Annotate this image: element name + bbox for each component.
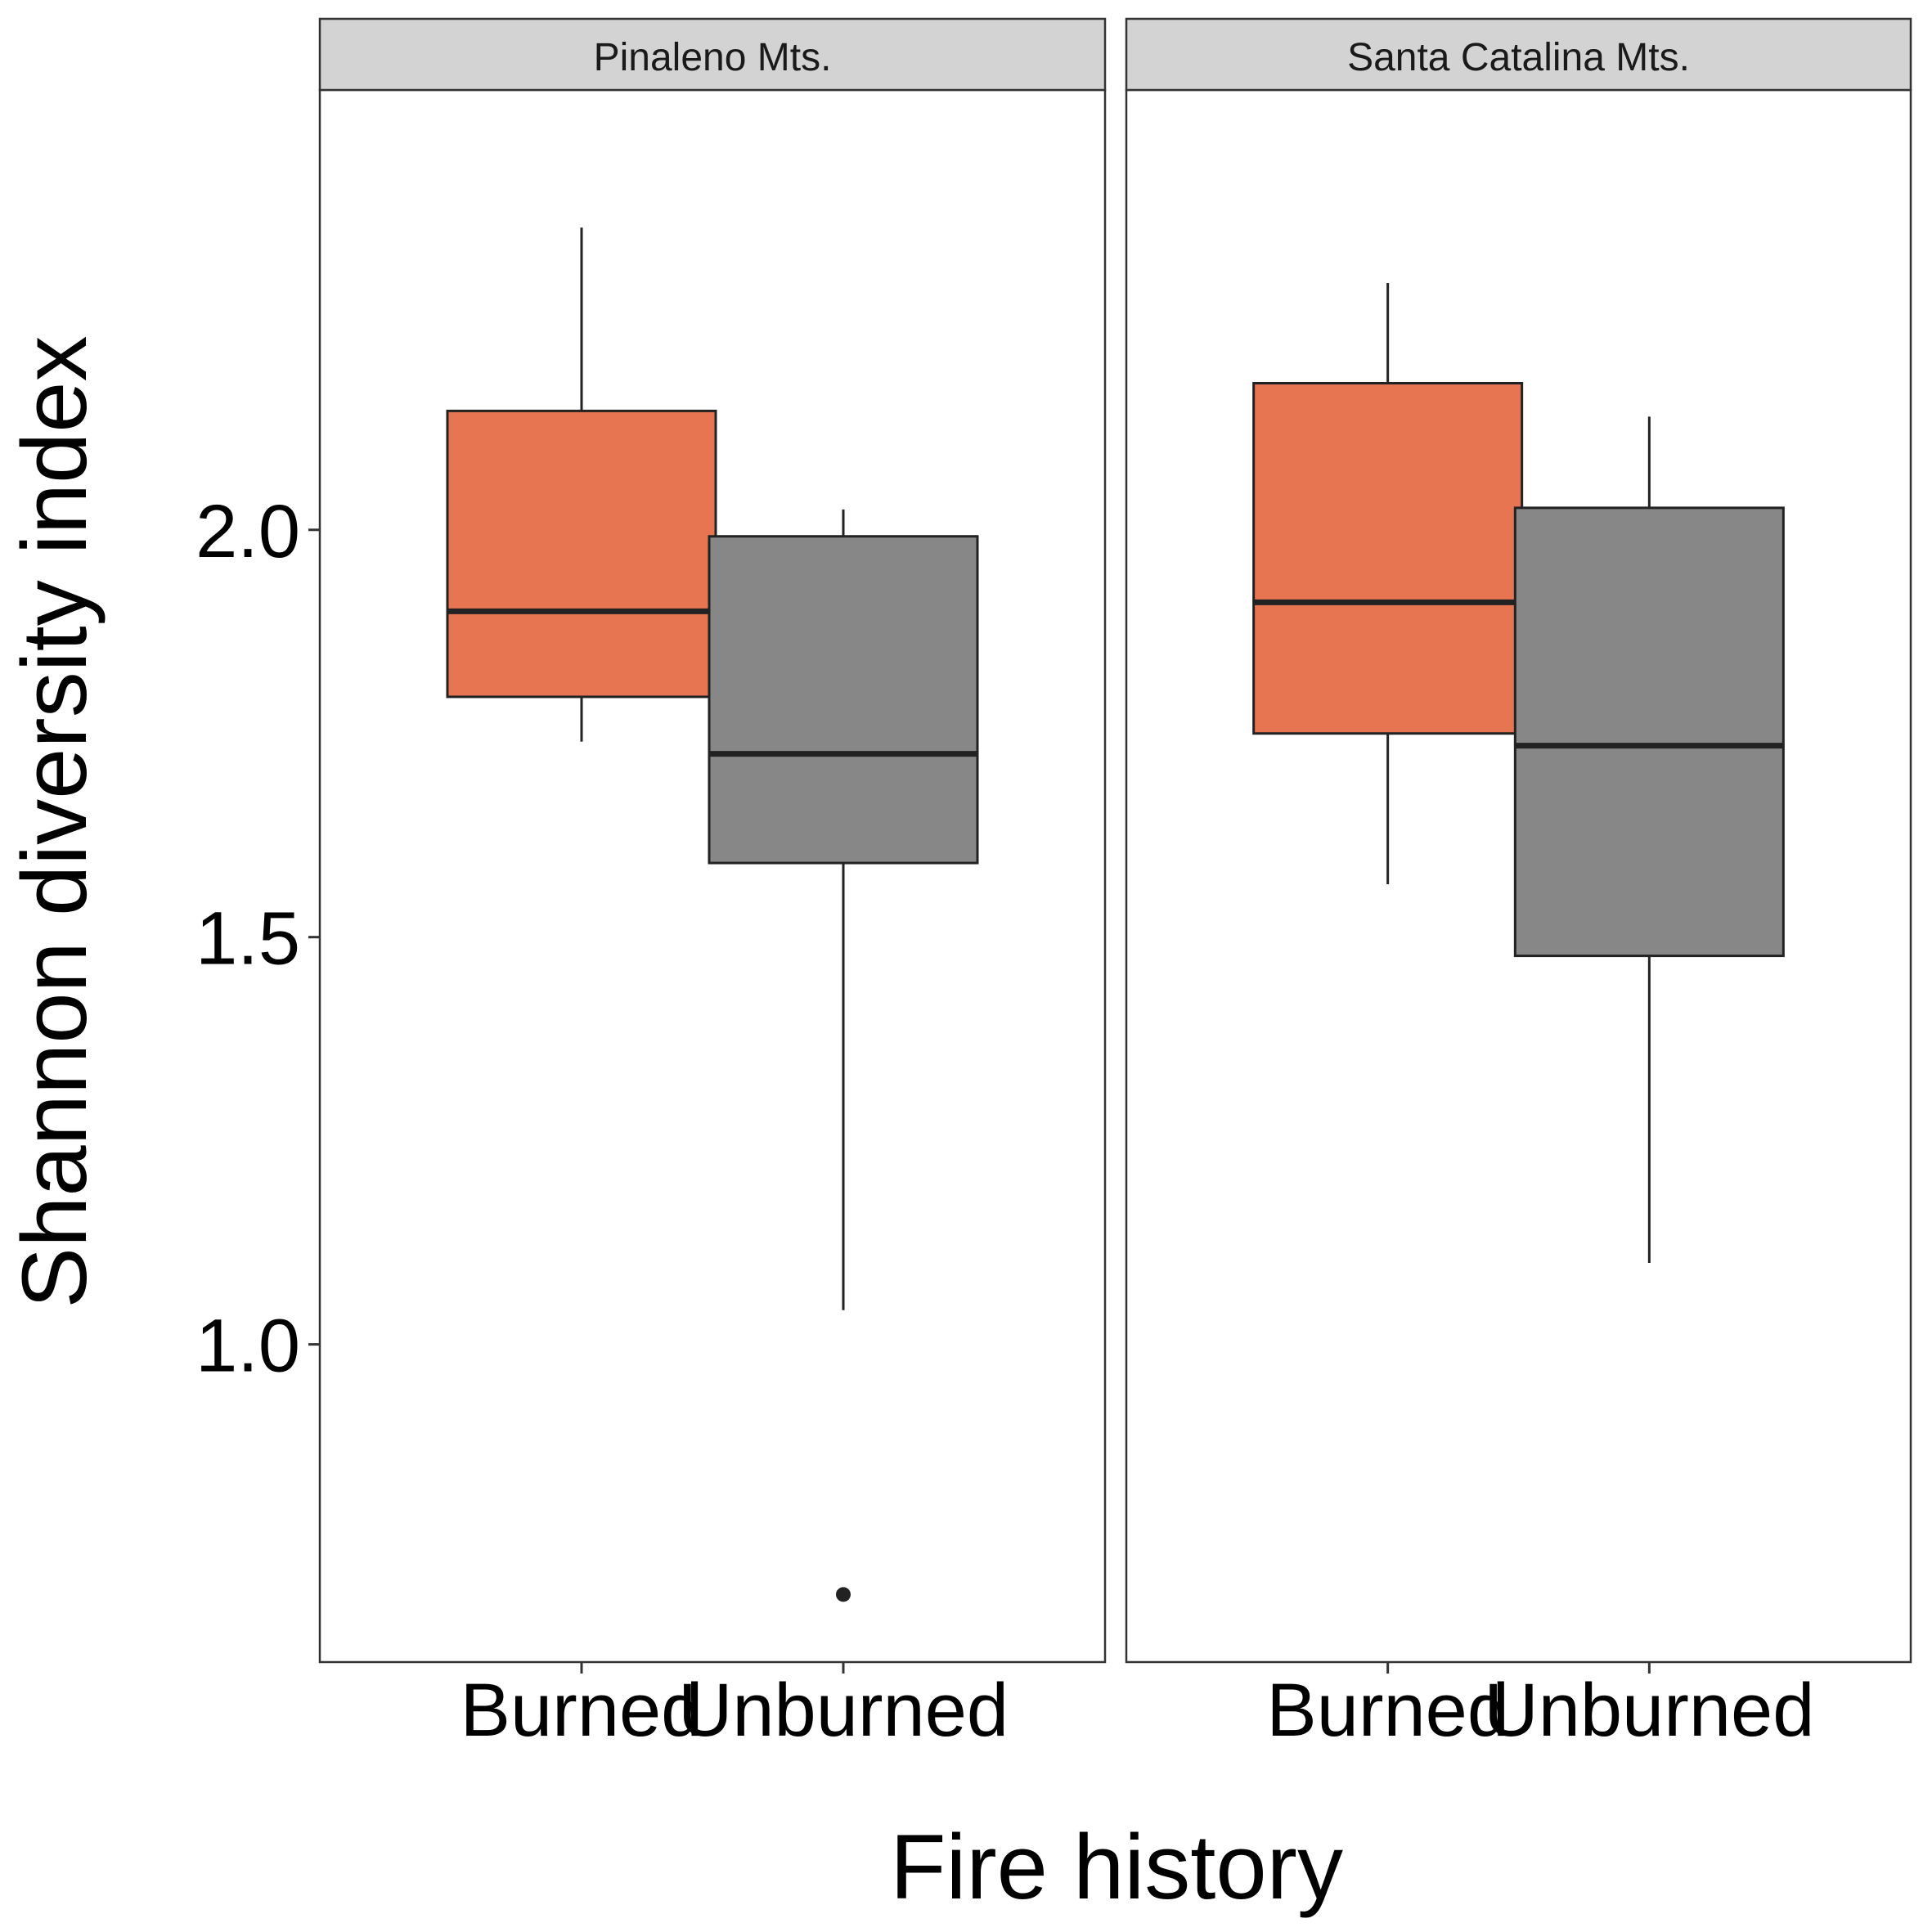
- y-axis-title: Shannon diversity index: [3, 335, 106, 1308]
- y-tick-label: 1.5: [195, 897, 300, 981]
- outlier-point: [836, 1587, 851, 1602]
- panel-border: [318, 88, 1107, 1664]
- iqr-box: [1513, 506, 1785, 958]
- box-unburned: [1513, 416, 1785, 1264]
- iqr-box: [1252, 382, 1524, 735]
- y-tick-label: 2.0: [195, 490, 300, 573]
- x-tick-label: Burned: [1266, 1669, 1509, 1752]
- y-tick-label: 1.0: [195, 1305, 300, 1388]
- y-axis: 1.0 1.5 2.0: [195, 490, 320, 1388]
- iqr-box: [446, 409, 717, 699]
- strip-label: Pinaleno Mts.: [594, 36, 832, 79]
- x-tick-label: Unburned: [1484, 1669, 1814, 1752]
- box-burned: [1252, 283, 1524, 884]
- strip-label: Santa Catalina Mts.: [1347, 36, 1690, 79]
- x-tick-label: Unburned: [678, 1669, 1009, 1752]
- box-burned: [446, 227, 717, 742]
- x-axis-title: Fire history: [890, 1816, 1343, 1918]
- strip-background: [1125, 17, 1912, 92]
- strip-background: [318, 17, 1107, 92]
- x-tick-label: Burned: [461, 1669, 703, 1752]
- iqr-box: [708, 535, 979, 865]
- box-unburned: [708, 509, 979, 1602]
